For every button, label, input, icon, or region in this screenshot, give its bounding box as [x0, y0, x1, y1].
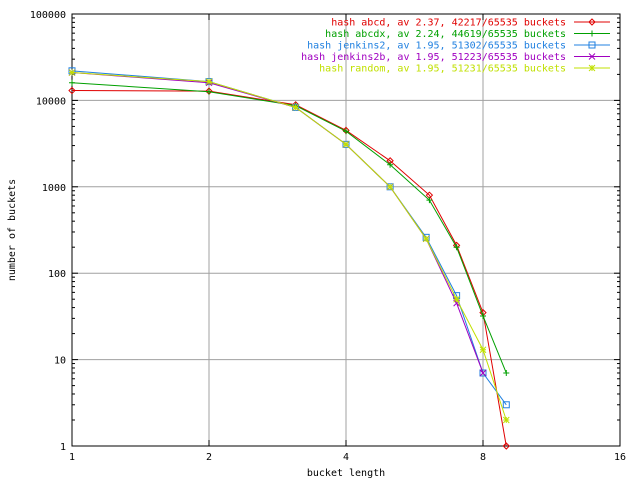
- y-tick-label: 1000: [42, 183, 66, 194]
- series-2-point: [206, 88, 212, 95]
- legend-swatch-marker: [589, 30, 595, 37]
- series-2-point: [503, 369, 510, 376]
- legend-label: hash random, av 1.95, 51231/65535 bucket…: [319, 64, 566, 75]
- series-2-point: [69, 79, 75, 86]
- y-axis-ticks: 1 10 100 1000 10000 100000: [30, 10, 620, 453]
- series-layer: [68, 67, 510, 450]
- series-5: [68, 69, 510, 424]
- y-axis-label: number of buckets: [7, 179, 18, 281]
- series-5-point: [479, 346, 487, 354]
- series-5-point: [422, 235, 430, 243]
- y-tick-label: 100: [48, 269, 66, 280]
- x-axis-label: bucket length: [307, 468, 385, 479]
- legend-label: hash jenkins2, av 1.95, 51302/65535 buck…: [307, 41, 566, 52]
- series-3-point: [479, 369, 487, 377]
- series-5-point: [342, 140, 350, 148]
- y-tick-label: 10: [54, 356, 66, 367]
- series-5-point: [292, 104, 299, 111]
- x-tick-label: 4: [343, 452, 349, 463]
- legend-label: hash abcdx, av 2.24, 44619/65535 buckets: [325, 29, 566, 40]
- legend-swatch-marker: [588, 18, 596, 26]
- x-tick-label: 2: [206, 452, 212, 463]
- legend-swatch-marker: [588, 53, 596, 60]
- legend-label: hash jenkins2b, av 1.95, 51223/65535 buc…: [301, 52, 566, 63]
- series-5-point: [453, 295, 460, 303]
- legend-swatch-marker: [588, 64, 596, 72]
- series-1-point: [502, 442, 510, 450]
- series-1-point: [68, 86, 76, 95]
- x-axis-ticks: 1 2 4 8 16: [69, 14, 626, 463]
- y-tick-label: 10000: [36, 96, 66, 107]
- series-2-point: [426, 197, 433, 204]
- legend-swatch-marker: [588, 41, 596, 49]
- y-tick-label: 100000: [30, 10, 66, 21]
- series-2-point: [480, 312, 486, 319]
- series-4-point: [479, 369, 487, 377]
- series-2-point: [453, 244, 460, 251]
- series-5-point: [68, 69, 76, 76]
- x-tick-label: 8: [480, 452, 486, 463]
- x-tick-label: 1: [69, 452, 75, 463]
- y-tick-label: 1: [60, 442, 66, 453]
- series-2-point: [387, 161, 394, 168]
- series-1-line: [71, 90, 507, 447]
- legend: hash abcd, av 2.37, 42217/65535 bucketsh…: [301, 18, 610, 75]
- series-5-point: [205, 78, 213, 85]
- series-5-point: [386, 183, 394, 191]
- x-tick-label: 16: [614, 452, 626, 463]
- series-5-point: [502, 416, 510, 424]
- legend-label: hash abcd, av 2.37, 42217/65535 buckets: [331, 18, 566, 29]
- series-2-point: [343, 128, 349, 135]
- series-3-point: [502, 401, 510, 409]
- grid-lines: [72, 14, 620, 446]
